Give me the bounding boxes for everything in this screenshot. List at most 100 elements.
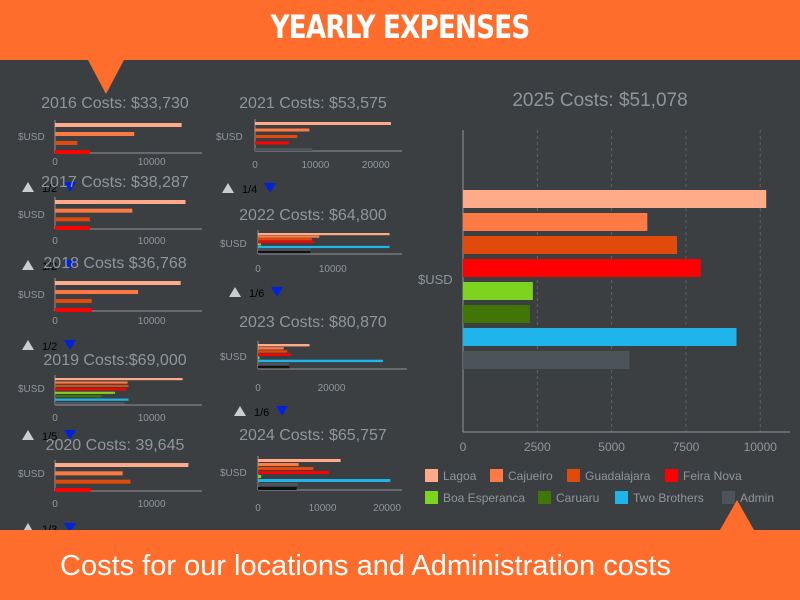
chart-9-bar-admin bbox=[258, 483, 299, 486]
chart-4-bar-lagoa bbox=[55, 378, 183, 381]
chart-10-title: 2025 Costs: $51,078 bbox=[512, 90, 687, 111]
chart-4-bar-admin bbox=[55, 402, 125, 405]
chart-9-bar-two-brothers bbox=[258, 479, 391, 482]
chart-10-tick-label: 10000 bbox=[744, 440, 778, 454]
chart-10-bar-admin bbox=[463, 351, 630, 369]
chart-7-pager-prev-icon bbox=[229, 287, 241, 297]
chart-4-bar-boa-esperanca bbox=[55, 391, 115, 394]
chart-1-tick-label: 0 bbox=[52, 157, 58, 168]
chart-7-tick-label: 0 bbox=[255, 264, 261, 275]
chart-2-pager-next-icon bbox=[64, 260, 76, 270]
chart-4-pager-text: 1/5 bbox=[42, 431, 57, 443]
chart-4-bar-guadalajara bbox=[55, 384, 129, 388]
chart-7-tick-label: 10000 bbox=[319, 264, 347, 275]
chart-1-pager-prev-icon bbox=[22, 182, 34, 192]
chart-8-bar-cajueiro bbox=[258, 347, 284, 350]
chart-9-tick-label: 20000 bbox=[373, 503, 401, 514]
chart-6-bar-lagoa bbox=[255, 122, 391, 125]
chart-6-bar-guadalajara bbox=[255, 135, 298, 138]
chart-4-title: 2019 Costs:$69,000 bbox=[43, 352, 186, 369]
chart-5-title: 2020 Costs: 39,645 bbox=[46, 437, 185, 454]
header-pointer bbox=[88, 60, 124, 94]
chart-10-legend-label-cajueiro: Cajueiro bbox=[508, 469, 553, 483]
chart-7-title: 2022 Costs: $64,800 bbox=[239, 207, 387, 224]
chart-9-bar-lagoa bbox=[258, 459, 341, 462]
footer-caption: Costs for our locations and Administrati… bbox=[60, 550, 671, 582]
chart-4-ylabel: $USD bbox=[18, 384, 45, 395]
chart-9-bar-guadalajara bbox=[258, 467, 314, 470]
chart-8-bar-other bbox=[258, 366, 290, 369]
chart-10-legend-swatch-boa-esperanca bbox=[425, 491, 438, 504]
chart-6-bar-feira-nova bbox=[255, 141, 289, 145]
chart-7-bar-cajueiro bbox=[258, 235, 320, 238]
chart-2-pager-text: 1/2 bbox=[42, 261, 57, 273]
chart-6-pager-prev-icon bbox=[222, 183, 234, 193]
chart-8-bar-boa-esperanca bbox=[258, 356, 260, 359]
chart-8-bar-feira-nova bbox=[258, 353, 292, 356]
chart-7-ylabel: $USD bbox=[220, 239, 247, 250]
chart-6-pager-text: 1/4 bbox=[242, 184, 257, 196]
chart-8-tick-label: 0 bbox=[255, 383, 261, 394]
chart-7-bar-boa-esperanca bbox=[258, 243, 261, 246]
chart-2-tick-label: 10000 bbox=[138, 236, 166, 247]
chart-1-pager-next-icon bbox=[64, 182, 76, 192]
chart-2-bar-feira-nova bbox=[55, 226, 90, 230]
chart-8-bar-guadalajara bbox=[258, 350, 288, 353]
chart-5-tick-label: 0 bbox=[52, 499, 58, 510]
chart-8-bar-two-brothers bbox=[258, 359, 383, 363]
chart-7-bar-admin bbox=[258, 248, 312, 251]
chart-3-pager-prev-icon bbox=[22, 340, 34, 350]
chart-10-legend-swatch-guadalajara bbox=[567, 469, 580, 482]
chart-1-bar-cajueiro bbox=[55, 132, 135, 136]
chart-10-legend-swatch-feira-nova bbox=[665, 469, 678, 482]
chart-1-title: 2016 Costs: $33,730 bbox=[41, 95, 189, 112]
footer-pointer bbox=[720, 500, 754, 530]
chart-10-legend-label-two-brothers: Two Brothers bbox=[633, 491, 704, 505]
chart-6-tick-label: 0 bbox=[252, 160, 258, 171]
chart-7-bar-guadalajara bbox=[258, 238, 312, 241]
chart-5-bar-lagoa bbox=[55, 463, 189, 467]
chart-4-pager-prev-icon bbox=[22, 430, 34, 440]
chart-3-pager-text: 1/2 bbox=[42, 341, 57, 353]
chart-10-bar-boa-esperanca bbox=[463, 282, 533, 300]
chart-7-bar-lagoa bbox=[258, 233, 390, 236]
chart-7-pager-next-icon bbox=[271, 287, 283, 297]
chart-6-tick-label: 20000 bbox=[362, 160, 390, 171]
chart-1-pager-text: 1/2 bbox=[42, 183, 57, 195]
chart-8-bar-lagoa bbox=[258, 344, 310, 347]
chart-6-bar-admin bbox=[255, 148, 313, 151]
chart-8-title: 2023 Costs: $80,870 bbox=[239, 314, 387, 331]
chart-6-title: 2021 Costs: $53,575 bbox=[239, 95, 387, 112]
chart-3-title: 2018 Costs $36,768 bbox=[43, 255, 186, 272]
chart-10-legend-label-lagoa: Lagoa bbox=[443, 469, 477, 483]
chart-5-bar-feira-nova bbox=[55, 488, 91, 492]
chart-10-bar-guadalajara bbox=[463, 236, 678, 254]
chart-10-bar-lagoa bbox=[463, 190, 767, 208]
chart-1-bar-feira-nova bbox=[55, 150, 90, 154]
chart-10-legend-label-feira-nova: Feira Nova bbox=[683, 469, 742, 483]
chart-2-bar-guadalajara bbox=[55, 217, 90, 222]
chart-5-bar-guadalajara bbox=[55, 479, 131, 484]
chart-7-bar-two-brothers bbox=[258, 245, 390, 249]
chart-4-bar-cajueiro bbox=[55, 381, 128, 384]
chart-9-title: 2024 Costs: $65,757 bbox=[239, 427, 387, 444]
chart-1-tick-label: 10000 bbox=[138, 157, 166, 168]
chart-10-bar-feira-nova bbox=[463, 259, 701, 277]
chart-10-tick-label: 5000 bbox=[598, 440, 625, 454]
chart-7-pager-text: 1/6 bbox=[249, 288, 264, 300]
chart-10-legend-swatch-two-brothers bbox=[615, 491, 628, 504]
chart-3-bar-feira-nova bbox=[55, 308, 92, 312]
chart-8-pager-prev-icon bbox=[234, 406, 246, 416]
chart-8-tick-label: 20000 bbox=[318, 383, 346, 394]
chart-10-legend-swatch-cajueiro bbox=[490, 469, 503, 482]
chart-9-tick-label: 10000 bbox=[309, 503, 337, 514]
chart-7-bar-feira-nova bbox=[258, 240, 315, 243]
chart-2-pager-prev-icon bbox=[22, 260, 34, 270]
chart-3-ylabel: $USD bbox=[18, 290, 45, 301]
chart-4-tick-label: 10000 bbox=[138, 413, 166, 424]
chart-2-bar-lagoa bbox=[55, 200, 186, 204]
chart-10-tick-label: 2500 bbox=[524, 440, 551, 454]
chart-2-ylabel: $USD bbox=[18, 210, 45, 221]
chart-10-legend-swatch-lagoa bbox=[425, 469, 438, 482]
